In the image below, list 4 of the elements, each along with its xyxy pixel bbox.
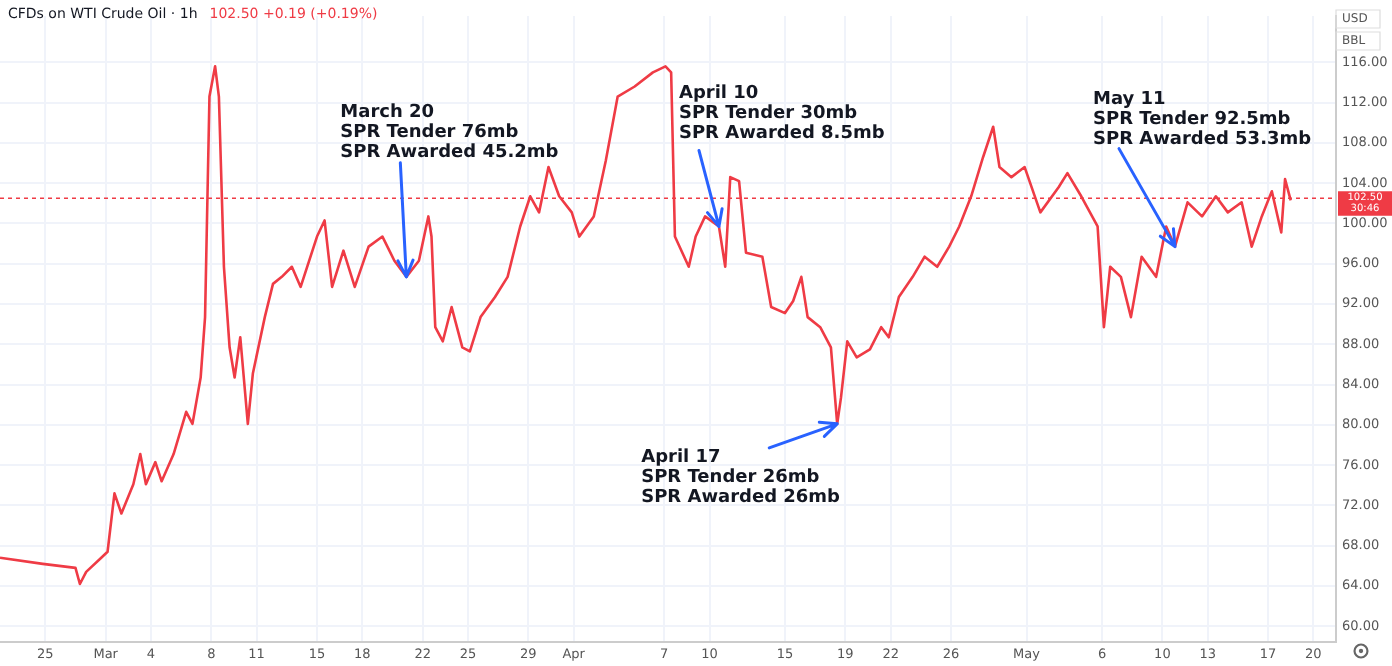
annotation: March 20 SPR Tender 76mb SPR Awarded 45.2mb — [340, 102, 560, 163]
annotation: April 10 SPR Tender 30mb SPR Awarded 8.5mb — [678, 84, 886, 145]
annotation: May 11 SPR Tender 92.5mb SPR Awarded 53.3mb — [1092, 90, 1313, 151]
annotation: April 17 SPR Tender 26mb SPR Awarded 26mb — [641, 447, 842, 508]
